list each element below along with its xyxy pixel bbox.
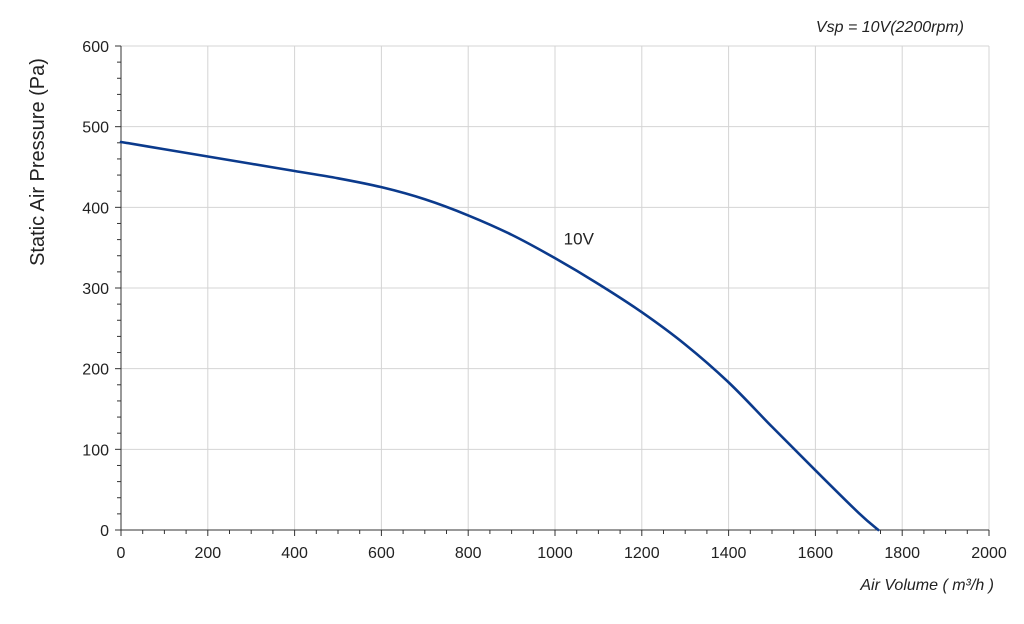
y-tick-label: 600 [82, 39, 109, 56]
x-tick-label: 200 [194, 545, 221, 562]
y-tick-label: 500 [82, 120, 109, 137]
y-tick-label: 200 [82, 362, 109, 379]
x-tick-label: 1200 [624, 545, 660, 562]
axes: 0 200 400 600 800 1000 1200 1400 1600 1800 2000 0 10… [82, 39, 1007, 562]
x-tick-label: 400 [281, 545, 308, 562]
series [119, 140, 880, 532]
series-line-10v [119, 140, 880, 532]
y-tick-label: 100 [82, 442, 109, 459]
x-axis-label: Air Volume ( m³/h ) [859, 577, 994, 594]
labels: Vsp = 10V(2200rpm) Air Volume ( m³/h ) S… [27, 19, 994, 594]
x-tick-label: 1400 [711, 545, 747, 562]
y-axis-label: Static Air Pressure (Pa) [27, 58, 49, 266]
x-tick-label: 0 [117, 545, 126, 562]
x-tick-label: 1600 [798, 545, 834, 562]
x-tick-label: 800 [455, 545, 482, 562]
x-tick-label: 1800 [884, 545, 920, 562]
x-tick-label: 600 [368, 545, 395, 562]
series-annotation: 10V [564, 229, 595, 248]
y-tick-label: 400 [82, 200, 109, 217]
x-tick-label: 2000 [971, 545, 1007, 562]
grid [121, 45, 990, 530]
chart-subtitle: Vsp = 10V(2200rpm) [816, 19, 964, 36]
x-tick-label: 1000 [537, 545, 573, 562]
y-tick-label: 300 [82, 281, 109, 298]
y-tick-label: 0 [100, 523, 109, 540]
